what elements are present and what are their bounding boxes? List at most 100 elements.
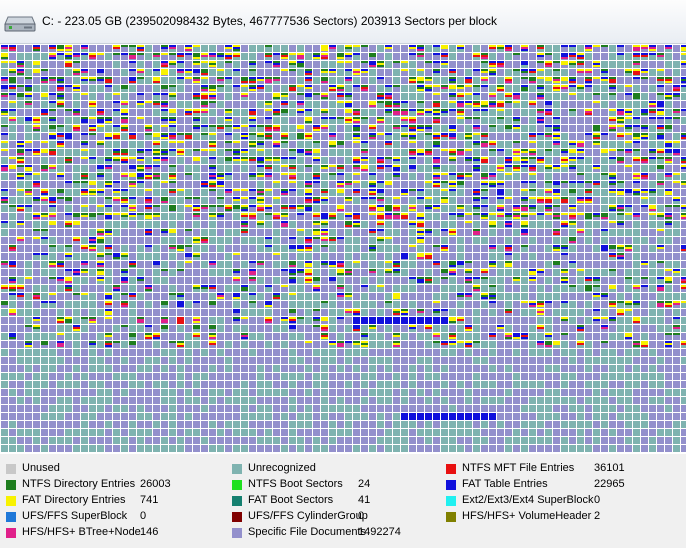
sector-block[interactable] (369, 221, 376, 228)
sector-block[interactable] (241, 173, 248, 180)
sector-block[interactable] (81, 85, 88, 92)
sector-block[interactable] (641, 253, 648, 260)
sector-block[interactable] (153, 125, 160, 132)
sector-block[interactable] (681, 125, 686, 132)
sector-block[interactable] (481, 117, 488, 124)
sector-block[interactable] (113, 213, 120, 220)
sector-block[interactable] (417, 157, 424, 164)
sector-block[interactable] (545, 237, 552, 244)
sector-block[interactable] (673, 261, 680, 268)
sector-block[interactable] (465, 205, 472, 212)
sector-block[interactable] (345, 261, 352, 268)
sector-block[interactable] (217, 109, 224, 116)
sector-block[interactable] (673, 165, 680, 172)
sector-block[interactable] (161, 261, 168, 268)
sector-block[interactable] (177, 85, 184, 92)
sector-block[interactable] (521, 93, 528, 100)
sector-block[interactable] (65, 205, 72, 212)
sector-block[interactable] (233, 261, 240, 268)
sector-block[interactable] (281, 269, 288, 276)
sector-block[interactable] (89, 205, 96, 212)
sector-block[interactable] (81, 181, 88, 188)
sector-block[interactable] (185, 141, 192, 148)
sector-block[interactable] (65, 85, 72, 92)
sector-block[interactable] (33, 109, 40, 116)
sector-block[interactable] (417, 141, 424, 148)
sector-block[interactable] (145, 253, 152, 260)
sector-block[interactable] (329, 173, 336, 180)
sector-block[interactable] (657, 253, 664, 260)
sector-block[interactable] (601, 157, 608, 164)
sector-block[interactable] (209, 133, 216, 140)
sector-block[interactable] (465, 109, 472, 116)
sector-block[interactable] (209, 77, 216, 84)
sector-block[interactable] (545, 213, 552, 220)
sector-block[interactable] (193, 141, 200, 148)
sector-block[interactable] (329, 101, 336, 108)
sector-block[interactable] (593, 205, 600, 212)
sector-block[interactable] (633, 197, 640, 204)
sector-block[interactable] (369, 93, 376, 100)
sector-block[interactable] (241, 181, 248, 188)
sector-block[interactable] (57, 221, 64, 228)
sector-block[interactable] (217, 165, 224, 172)
sector-block[interactable] (329, 197, 336, 204)
sector-block[interactable] (641, 165, 648, 172)
sector-block[interactable] (345, 237, 352, 244)
sector-block[interactable] (585, 205, 592, 212)
sector-block[interactable] (113, 125, 120, 132)
sector-block[interactable] (625, 173, 632, 180)
sector-block[interactable] (145, 53, 152, 60)
sector-block[interactable] (473, 45, 480, 52)
sector-block[interactable] (41, 173, 48, 180)
sector-block[interactable] (185, 125, 192, 132)
sector-block[interactable] (201, 277, 208, 284)
sector-block[interactable] (1, 205, 8, 212)
sector-block[interactable] (193, 277, 200, 284)
sector-block[interactable] (569, 269, 576, 276)
sector-block[interactable] (625, 141, 632, 148)
sector-block[interactable] (105, 237, 112, 244)
sector-block[interactable] (145, 77, 152, 84)
sector-block[interactable] (73, 261, 80, 268)
sector-block[interactable] (185, 157, 192, 164)
sector-block[interactable] (257, 245, 264, 252)
sector-block[interactable] (225, 85, 232, 92)
sector-block[interactable] (649, 237, 656, 244)
sector-block[interactable] (17, 77, 24, 84)
sector-block[interactable] (305, 125, 312, 132)
sector-block[interactable] (577, 213, 584, 220)
sector-block[interactable] (545, 93, 552, 100)
sector-block[interactable] (433, 45, 440, 52)
sector-block[interactable] (249, 205, 256, 212)
sector-block[interactable] (257, 69, 264, 76)
sector-block[interactable] (457, 269, 464, 276)
sector-block[interactable] (665, 261, 672, 268)
sector-block[interactable] (593, 117, 600, 124)
sector-block[interactable] (337, 157, 344, 164)
sector-block[interactable] (137, 197, 144, 204)
sector-block[interactable] (25, 141, 32, 148)
sector-block[interactable] (593, 157, 600, 164)
sector-block[interactable] (393, 229, 400, 236)
sector-block[interactable] (97, 181, 104, 188)
sector-block[interactable] (545, 253, 552, 260)
sector-block[interactable] (505, 237, 512, 244)
sector-block[interactable] (265, 61, 272, 68)
sector-block[interactable] (17, 53, 24, 60)
sector-block[interactable] (681, 109, 686, 116)
sector-block[interactable] (601, 229, 608, 236)
sector-block[interactable] (585, 117, 592, 124)
sector-block[interactable] (169, 149, 176, 156)
sector-block[interactable] (353, 61, 360, 68)
sector-block[interactable] (337, 45, 344, 52)
sector-block[interactable] (465, 261, 472, 268)
sector-block[interactable] (353, 277, 360, 284)
sector-block[interactable] (369, 141, 376, 148)
sector-block[interactable] (553, 205, 560, 212)
sector-block[interactable] (297, 93, 304, 100)
sector-block[interactable] (361, 237, 368, 244)
sector-block[interactable] (265, 245, 272, 252)
sector-block[interactable] (57, 117, 64, 124)
sector-block[interactable] (265, 93, 272, 100)
